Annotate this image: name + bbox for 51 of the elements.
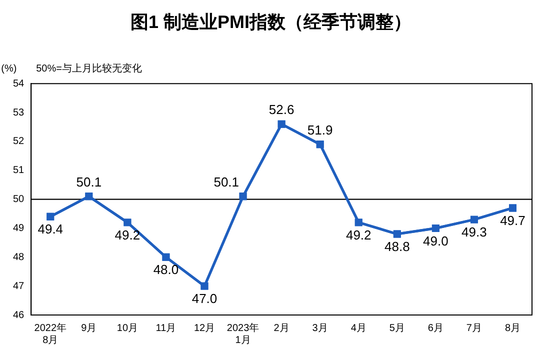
point (393, 230, 401, 238)
text: 50%=与上月比较无变化 (36, 62, 142, 75)
x-tick-label: 2023年 1月 (226, 322, 260, 346)
x-tick-label: 5月 (389, 322, 405, 334)
data-label: 49.7 (500, 213, 526, 228)
point (239, 192, 247, 200)
point (316, 140, 324, 148)
point (162, 253, 170, 261)
y-tick-label: 54 (13, 78, 25, 90)
point (46, 212, 54, 220)
y-tick-label: 52 (13, 136, 25, 148)
data-label: 51.9 (307, 122, 333, 138)
point (432, 224, 440, 232)
point (124, 218, 132, 226)
y-axis-title: (%) (1, 64, 17, 75)
x-tick-label: 7月 (466, 322, 482, 334)
y-tick-label: 46 (13, 310, 25, 321)
point (354, 218, 362, 226)
x-tick-label: 2月 (274, 322, 290, 334)
data-label: 48.8 (384, 239, 410, 254)
point (200, 282, 208, 290)
data-label: 47.0 (192, 291, 218, 306)
x-tick-label: 12月 (194, 322, 216, 334)
data-label: 52.6 (268, 102, 294, 118)
point (85, 192, 93, 200)
x-tick-label: 8月 (504, 322, 521, 334)
point (278, 120, 286, 128)
x-tick-label: 6月 (428, 322, 444, 334)
y-tick-label: 53 (13, 107, 25, 118)
data-label: 50.1 (76, 174, 102, 190)
data-label: 49.2 (346, 228, 372, 243)
data-label: 50.1 (214, 174, 240, 190)
y-tick-label: 47 (13, 280, 25, 292)
x-tick-label: 3月 (312, 322, 328, 334)
x-tick-label: 11月 (156, 322, 176, 334)
x-tick-label: 4月 (350, 322, 366, 334)
y-tick-label: 48 (13, 252, 25, 263)
data-label: 49.0 (423, 233, 448, 248)
data-label: 48.0 (153, 262, 179, 278)
point (509, 204, 516, 212)
y-tick-label: 50 (13, 194, 25, 206)
chart-title: 图1 制造业PMI指数（经季节调整） (130, 12, 412, 32)
x-tick-label: 10月 (116, 322, 138, 334)
x-tick-label: 9月 (81, 322, 97, 334)
data-label: 49.4 (38, 222, 64, 237)
y-tick-label: 51 (13, 165, 25, 176)
data-label: 49.2 (114, 228, 140, 243)
point (470, 216, 478, 224)
y-tick-label: 49 (13, 222, 25, 234)
data-label: 49.3 (462, 224, 487, 240)
x-tick-label: 2022年 8月 (34, 322, 67, 346)
